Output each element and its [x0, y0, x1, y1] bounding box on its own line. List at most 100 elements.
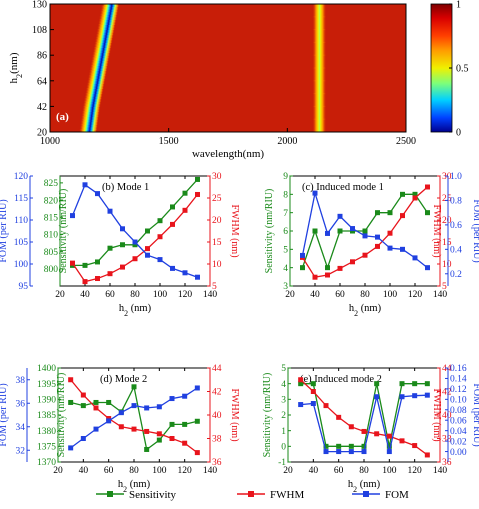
heatmap-dip-slice — [89, 67, 108, 72]
fwhm-axis-tick-label: 38 — [442, 435, 452, 445]
fom-point — [80, 436, 86, 441]
sensitivity-axis-label: Sensitivity (nm/RIU) — [264, 189, 275, 274]
sensitivity-axis-tick-label: 1390 — [37, 396, 56, 406]
heatmap-dip-slice — [80, 116, 99, 120]
heatmap-dip-slice — [81, 113, 100, 118]
heatmap-dip-slice — [95, 36, 114, 41]
panel-label: (c) Induced mode 1 — [302, 182, 384, 193]
fom-point — [68, 445, 74, 451]
heatmap-dip-slice — [89, 64, 108, 69]
x-tick-label: 60 — [104, 466, 114, 476]
heatmap-x-tick-label: 2000 — [277, 136, 297, 147]
fwhm-point — [169, 436, 175, 441]
fwhm-axis-tick-label: 30 — [442, 172, 452, 182]
x-axis-label: h2 (nm) — [349, 303, 382, 318]
heatmap-dip-slice — [312, 118, 327, 132]
heatmap-dip-2 — [312, 4, 327, 132]
sensitivity-point — [400, 191, 405, 197]
heatmap-dip-slice — [96, 29, 115, 33]
sensitivity-axis-tick-label: 3 — [283, 282, 288, 292]
fom-axis-label: FOM (per RIU) — [0, 199, 9, 262]
fwhm-point — [144, 428, 150, 434]
sensitivity-point — [412, 191, 418, 197]
fwhm-axis-tick-label: 38 — [212, 435, 222, 445]
fom-point — [106, 418, 112, 424]
heatmap-dip-slice — [85, 87, 104, 92]
heatmap-dip-slice — [312, 4, 327, 18]
fwhm-point — [68, 377, 74, 383]
sensitivity-point — [107, 245, 113, 251]
sensitivity-axis-tick-label: 1395 — [37, 380, 56, 390]
fwhm-point — [310, 389, 316, 394]
fwhm-axis-label: FWHM (nm) — [229, 388, 240, 441]
fom-axis-tick-label: 105 — [14, 238, 29, 248]
heatmap-dip-slice — [100, 8, 119, 13]
fwhm-point — [362, 252, 368, 258]
fwhm-axis-tick-label: 36 — [442, 458, 452, 468]
fwhm-point — [375, 243, 380, 249]
fwhm-point — [194, 450, 200, 456]
fom-axis-tick-label: 110 — [14, 216, 28, 226]
x-tick-label: 20 — [285, 290, 295, 300]
fom-point — [337, 213, 343, 219]
fom-point — [93, 426, 99, 432]
heatmap-dip-slice — [80, 118, 99, 123]
sensitivity-point — [336, 443, 342, 449]
fwhm-point — [425, 184, 430, 190]
heatmap-panel-label: (a) — [56, 111, 69, 123]
sensitivity-axis-tick-label: 5 — [283, 246, 288, 256]
heatmap-dip-slice — [87, 80, 106, 84]
heatmap-panel: 1000 1500 2000 2500 20 42 64 86 108 130 wavelength… — [8, 0, 469, 160]
x-tick-label: 100 — [152, 466, 167, 476]
heatmap-dip-slice — [97, 21, 116, 25]
sensitivity-axis-tick-label: 9 — [283, 172, 288, 182]
fom-point — [424, 392, 430, 398]
panel-label: (b) Mode 1 — [102, 182, 149, 193]
x-tick-label: 80 — [359, 466, 369, 476]
sensitivity-axis-tick-label: 2 — [281, 411, 286, 421]
fwhm-axis-tick-label: 36 — [212, 458, 222, 468]
sensitivity-point — [157, 218, 163, 224]
sensitivity-point — [386, 443, 392, 449]
fom-axis-tick-label: 32 — [16, 446, 26, 456]
x-tick-label: 40 — [79, 466, 89, 476]
fom-axis-tick-label: 100 — [14, 260, 29, 270]
x-tick-label: 80 — [129, 466, 139, 476]
fwhm-point — [182, 207, 188, 213]
heatmap-x-tick-label: 1000 — [40, 136, 60, 147]
fom-axis-label: FOM (per RIU) — [0, 383, 9, 446]
x-tick-label: 100 — [383, 290, 398, 300]
fwhm-point — [195, 191, 200, 197]
sensitivity-point — [300, 265, 305, 271]
fom-point — [120, 226, 125, 232]
sensitivity-point — [362, 228, 368, 234]
fom-point — [400, 246, 405, 252]
fom-point — [300, 252, 305, 258]
x-tick-label: 20 — [283, 466, 293, 476]
fom-point — [350, 226, 355, 232]
heatmap-dip-slice — [101, 4, 120, 8]
panel-label: (d) Mode 2 — [100, 374, 147, 385]
legend-fom-label: FOM — [385, 489, 409, 501]
fom-axis-tick-label: 0.4 — [450, 246, 462, 256]
heatmap-dip-slice — [98, 18, 117, 23]
sensitivity-point — [399, 381, 405, 387]
x-tick-label: 100 — [382, 466, 397, 476]
fom-point — [131, 403, 137, 409]
heatmap-dip-slice — [99, 13, 118, 18]
heatmap-dip-slice — [92, 52, 111, 56]
fom-point — [425, 265, 430, 271]
heatmap-dip-slice — [94, 41, 113, 46]
x-axis-label: h2 (nm) — [348, 479, 381, 494]
heatmap-y-tick-label: 108 — [32, 25, 47, 36]
heatmap-dip-slice — [82, 105, 101, 110]
heatmap-dip-slice — [84, 95, 103, 100]
fwhm-point — [182, 440, 188, 446]
fom-axis-label: FOM (per RIU) — [471, 199, 479, 262]
x-tick-label: 20 — [55, 290, 65, 300]
sensitivity-point — [156, 437, 162, 443]
sensitivity-point — [145, 228, 150, 234]
panel-label: (e) Induced mode 2 — [300, 374, 382, 385]
sensitivity-axis-tick-label: 0 — [281, 443, 286, 453]
